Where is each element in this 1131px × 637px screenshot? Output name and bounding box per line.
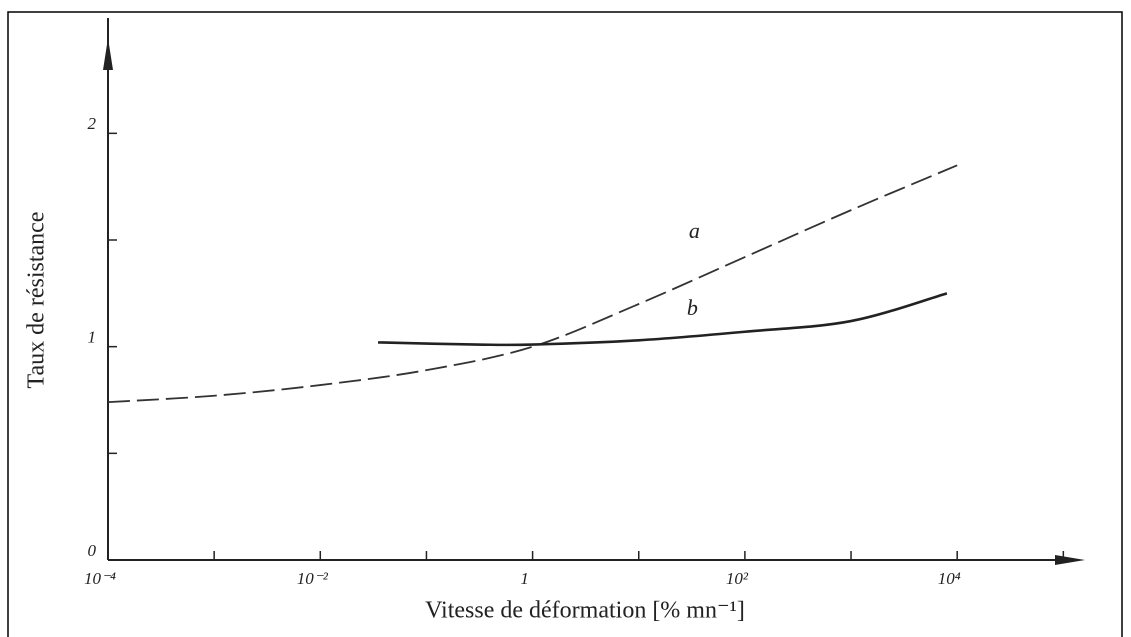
series-line: [378, 292, 948, 347]
y-tick-label: 2: [88, 114, 97, 133]
x-tick-label: 10²: [726, 569, 749, 588]
x-tick-label: 1: [520, 569, 529, 588]
y-axis-arrow: [103, 38, 113, 70]
series-line: [107, 164, 958, 404]
x-tick-label: 10⁻²: [297, 569, 329, 588]
frame: [7, 11, 1123, 637]
x-axis-label: Vitesse de déformation [% mn⁻¹]: [425, 598, 745, 624]
y-tick-label: 0: [88, 541, 97, 560]
y-axis-label: Taux de résistance: [24, 212, 50, 389]
series-label: a: [689, 218, 700, 243]
x-tick-label: 10⁻⁴: [84, 569, 116, 588]
y-tick-label: 1: [88, 328, 97, 347]
x-tick-label: 10⁴: [938, 569, 961, 588]
series-label: b: [687, 295, 698, 320]
x-axis-arrow: [1055, 555, 1085, 565]
